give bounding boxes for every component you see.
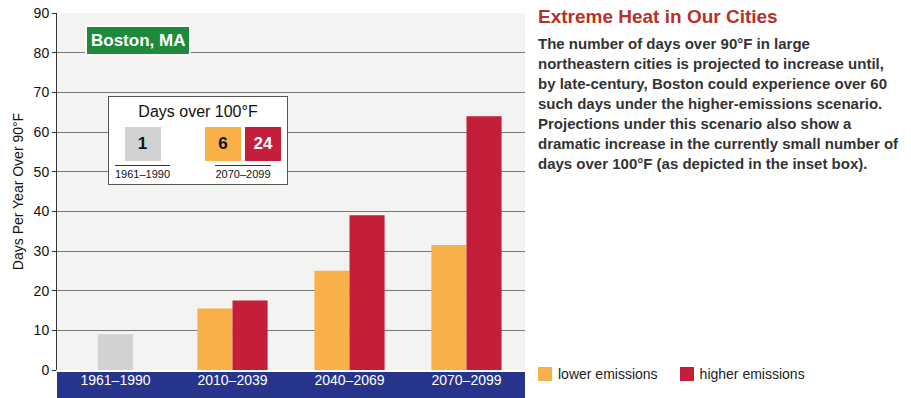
svg-text:80: 80 [34,45,50,61]
svg-text:2010–2039: 2010–2039 [197,372,267,388]
html-text:The number of days over 90°F i: The number of days over 90°F in large no… [538,35,899,172]
html-text:24: 24 [253,134,273,153]
html-text:1: 1 [137,134,148,153]
svg-text:30: 30 [34,243,50,259]
svg-text:90: 90 [34,5,50,21]
html-text:Extreme Heat in Our Cities: Extreme Heat in Our Cities [538,6,778,27]
html-text:6: 6 [218,134,228,153]
svg-text:1961–1990: 1961–1990 [80,372,150,388]
svg-text:60: 60 [34,124,50,140]
svg-text:40: 40 [34,203,50,219]
html-text:Days over 100°F: Days over 100°F [138,103,258,120]
svg-text:50: 50 [34,164,50,180]
svg-text:2070–2099: 2070–2099 [431,372,501,388]
svg-text:Boston, MA: Boston, MA [91,31,185,50]
html-text:2070–2099: 2070–2099 [215,168,271,180]
html-text:lower emissions: lower emissions [558,366,658,382]
html-text:1961–1990: 1961–1990 [115,168,171,180]
html-text:higher emissions: higher emissions [699,366,805,382]
svg-text:2040–2069: 2040–2069 [314,372,384,388]
svg-text:10: 10 [34,322,50,338]
svg-text:Days Per Year Over 90°F: Days Per Year Over 90°F [10,113,26,270]
svg-text:20: 20 [34,283,50,299]
svg-text:70: 70 [34,84,50,100]
svg-text:0: 0 [41,362,49,378]
